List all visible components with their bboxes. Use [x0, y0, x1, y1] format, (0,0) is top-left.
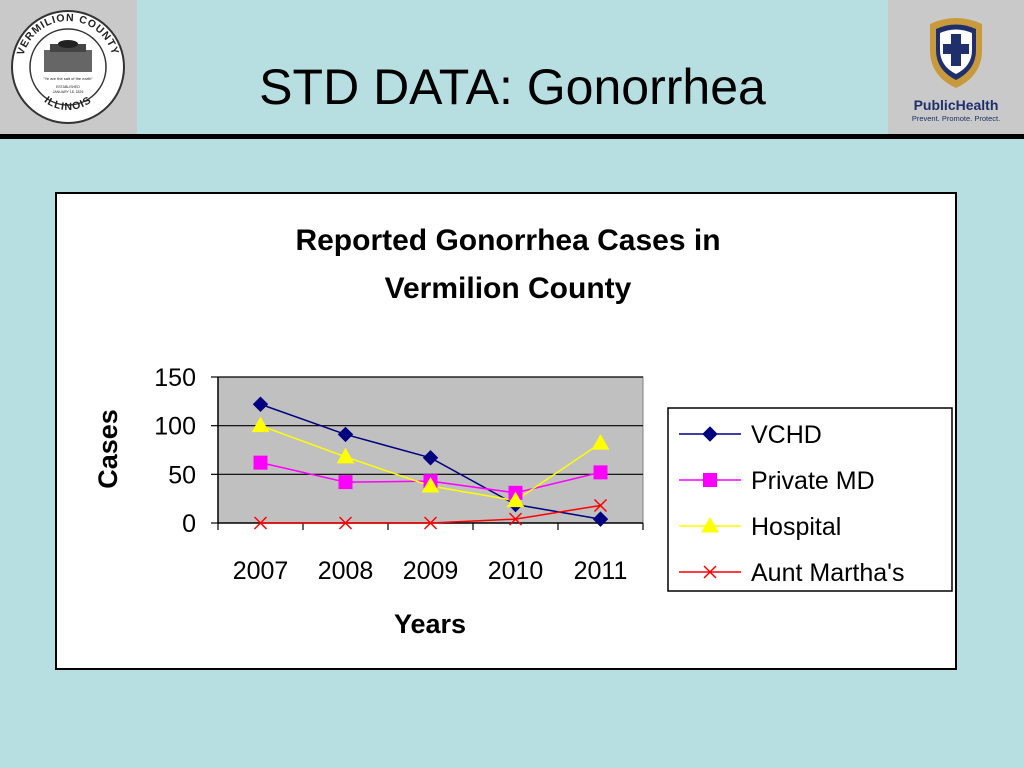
- x-tick-label: 2007: [233, 557, 289, 585]
- legend-item-hospital: Hospital: [679, 513, 841, 541]
- data-point-aunt-martha-s: [423, 516, 438, 530]
- public-health-brand: PublicHealth: [914, 97, 999, 113]
- legend-swatch-marker: [702, 426, 718, 442]
- chart-title-line-2: Vermilion County: [385, 272, 632, 305]
- series-markers: [251, 396, 610, 530]
- y-axis-label: Cases: [93, 409, 123, 489]
- x-tick-label: 2010: [488, 557, 544, 585]
- data-point-aunt-martha-s: [338, 516, 353, 530]
- legend-item-private-md: Private MD: [679, 467, 875, 495]
- y-tick-label: 150: [154, 364, 196, 392]
- page-title: STD DATA: Gonorrhea: [259, 59, 766, 115]
- public-health-tagline: Prevent. Promote. Protect.: [912, 114, 1000, 123]
- public-health-icon: PublicHealth Prevent. Promote. Protect.: [912, 18, 1000, 123]
- data-point-hospital: [506, 491, 525, 508]
- legend-swatch-marker: [703, 473, 717, 487]
- public-health-panel: PublicHealth Prevent. Promote. Protect.: [888, 0, 1024, 134]
- legend-box: [667, 407, 953, 592]
- data-point-vchd: [592, 511, 609, 527]
- data-point-aunt-martha-s: [508, 512, 523, 526]
- x-tick-label: 2011: [574, 557, 628, 585]
- data-point-vchd: [422, 450, 439, 466]
- data-point-hospital: [336, 447, 355, 464]
- legend-label: Aunt Martha's: [751, 559, 904, 587]
- seal-established: ESTABLISHED: [56, 85, 80, 89]
- county-seal-panel: VERMILION COUNTY ILLINOIS "Ye are the sa…: [0, 0, 137, 134]
- data-point-private-md: [593, 465, 608, 480]
- x-tick-label: 2008: [318, 557, 374, 585]
- legend-item-vchd: VCHD: [679, 421, 822, 449]
- county-seal-icon: VERMILION COUNTY ILLINOIS "Ye are the sa…: [11, 10, 125, 124]
- data-point-hospital: [421, 477, 440, 493]
- header-bar: VERMILION COUNTY ILLINOIS "Ye are the sa…: [0, 0, 1024, 134]
- legend-label: Private MD: [751, 467, 875, 495]
- legend-label: VCHD: [751, 421, 822, 449]
- data-point-hospital: [591, 434, 610, 450]
- legend: VCHD Private MD Hospital Aunt Martha's: [679, 421, 904, 587]
- legend-item-aunt-martha-s: Aunt Martha's: [679, 559, 904, 587]
- header-divider: [0, 134, 1024, 139]
- y-axis-ticks: 0 50 100 150: [154, 364, 218, 538]
- svg-text:ILLINOIS: ILLINOIS: [42, 94, 94, 113]
- data-point-private-md: [338, 475, 353, 490]
- y-tick-label: 50: [168, 461, 196, 489]
- gonorrhea-line-chart: Reported Gonorrhea Cases in Vermilion Co…: [93, 224, 953, 639]
- legend-label: Hospital: [751, 513, 841, 541]
- data-point-vchd: [252, 396, 269, 412]
- y-tick-label: 100: [154, 413, 196, 441]
- chart-container: Reported Gonorrhea Cases in Vermilion Co…: [55, 192, 957, 670]
- legend-swatch-marker: [701, 516, 719, 533]
- seal-date: JANUARY 18, 1826: [53, 90, 84, 94]
- x-axis-ticks: 2007 2008 2009 2010 2011: [217, 523, 644, 585]
- seal-motto: "Ye are the salt of the earth": [43, 76, 93, 81]
- data-point-hospital: [251, 416, 270, 433]
- data-point-aunt-martha-s: [253, 516, 268, 530]
- plot-area: [217, 376, 644, 524]
- chart-title-line-1: Reported Gonorrhea Cases in: [295, 224, 720, 257]
- x-axis-label: Years: [394, 609, 466, 639]
- seal-bottom-text: ILLINOIS: [42, 94, 93, 113]
- y-tick-label: 0: [182, 510, 196, 538]
- x-tick-label: 2009: [403, 557, 459, 585]
- data-point-aunt-martha-s: [593, 498, 608, 513]
- legend-swatch-marker: [703, 565, 717, 579]
- data-point-private-md: [253, 455, 268, 470]
- data-point-vchd: [337, 426, 354, 443]
